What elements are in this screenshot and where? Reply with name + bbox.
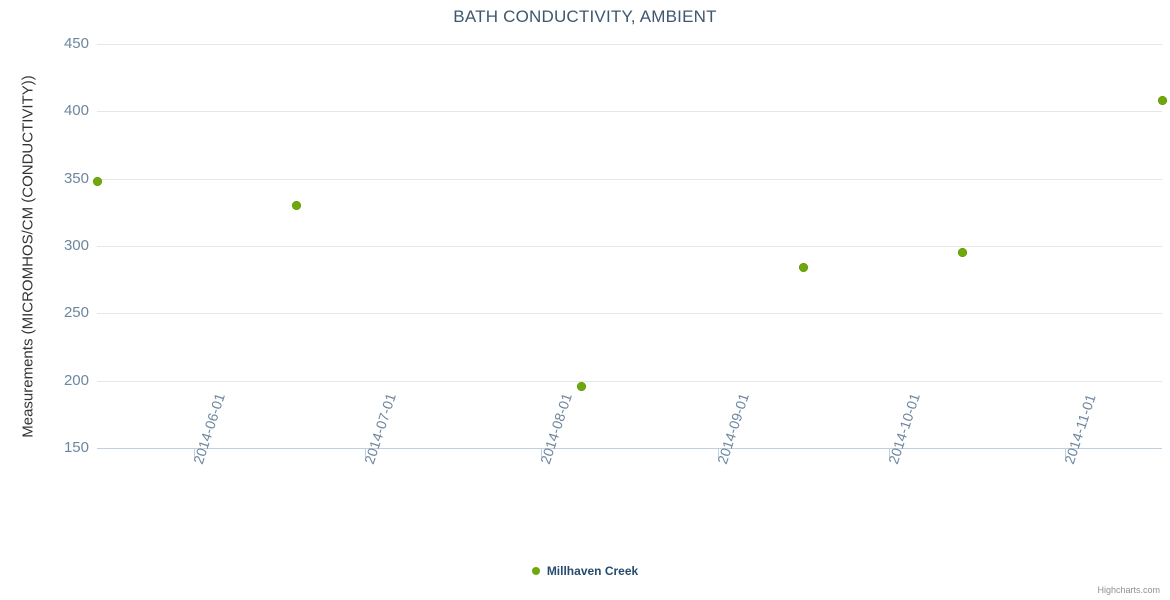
- x-axis-tick: [541, 448, 543, 458]
- y-axis-tick-label: 250: [63, 304, 89, 322]
- chart-legend: Millhaven Creek: [0, 564, 1170, 578]
- y-axis-tick-label: 150: [63, 439, 89, 456]
- x-axis-tick: [364, 448, 366, 458]
- y-axis-tick-label: 200: [63, 371, 89, 389]
- data-point[interactable]: [576, 381, 586, 391]
- gridline: [97, 380, 1162, 382]
- x-axis-tick: [888, 448, 890, 458]
- data-point[interactable]: [92, 176, 102, 186]
- data-point[interactable]: [291, 201, 301, 211]
- y-axis-tick-label: 450: [63, 35, 89, 52]
- legend-item-label: Millhaven Creek: [546, 564, 639, 578]
- x-axis-line: [97, 448, 1162, 449]
- plot-area: [92, 44, 1167, 448]
- gridline: [97, 44, 1162, 45]
- y-axis-tick-label: 350: [63, 169, 89, 187]
- data-point[interactable]: [958, 248, 968, 258]
- y-axis-tick-label: 400: [63, 102, 89, 120]
- data-point[interactable]: [1157, 96, 1167, 106]
- y-axis-tick-label: 300: [63, 237, 89, 254]
- x-axis-tick: [1065, 448, 1067, 458]
- gridline: [97, 313, 1162, 315]
- data-point[interactable]: [798, 263, 808, 273]
- legend-item-millhaven-creek[interactable]: Millhaven Creek: [531, 564, 639, 578]
- chart-title: BATH CONDUCTIVITY, AMBIENT: [453, 7, 717, 26]
- gridline: [97, 111, 1162, 113]
- x-axis-tick: [193, 448, 195, 458]
- legend-marker-icon: [531, 567, 540, 575]
- gridline: [97, 246, 1162, 247]
- highcharts-credits[interactable]: Highcharts.com: [1097, 585, 1160, 595]
- x-axis-tick: [717, 448, 719, 458]
- gridline: [97, 178, 1162, 180]
